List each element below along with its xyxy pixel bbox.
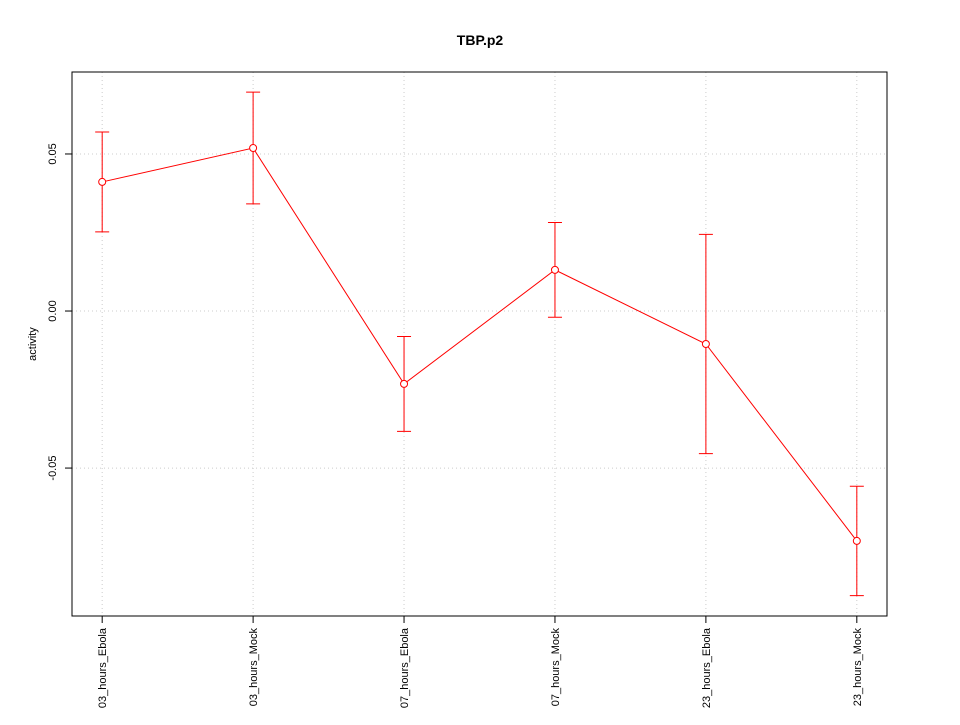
point: [249, 144, 258, 153]
y-axis-label: activity: [27, 327, 39, 361]
x-tick-label: 07_hours_Mock: [550, 628, 562, 707]
chart-title: TBP.p2: [457, 32, 504, 48]
x-tick-label: 23_hours_Ebola: [701, 627, 713, 708]
x-tick-label: 07_hours_Ebola: [399, 627, 411, 708]
point: [701, 340, 710, 348]
plot-frame: [71, 71, 888, 617]
point: [400, 379, 409, 388]
x-tick-label: 03_hours_Mock: [248, 628, 260, 707]
x-tick-label: 03_hours_Ebola: [97, 627, 109, 708]
y-tick-label: 0.05: [47, 143, 59, 164]
point: [550, 265, 559, 274]
point: [98, 177, 107, 186]
y-tick-label: -0.05: [47, 456, 59, 481]
x-tick-label: 23_hours_Mock: [852, 628, 864, 707]
line: [102, 147, 858, 542]
point: [852, 536, 861, 545]
y-tick-label: 0.00: [47, 300, 59, 321]
